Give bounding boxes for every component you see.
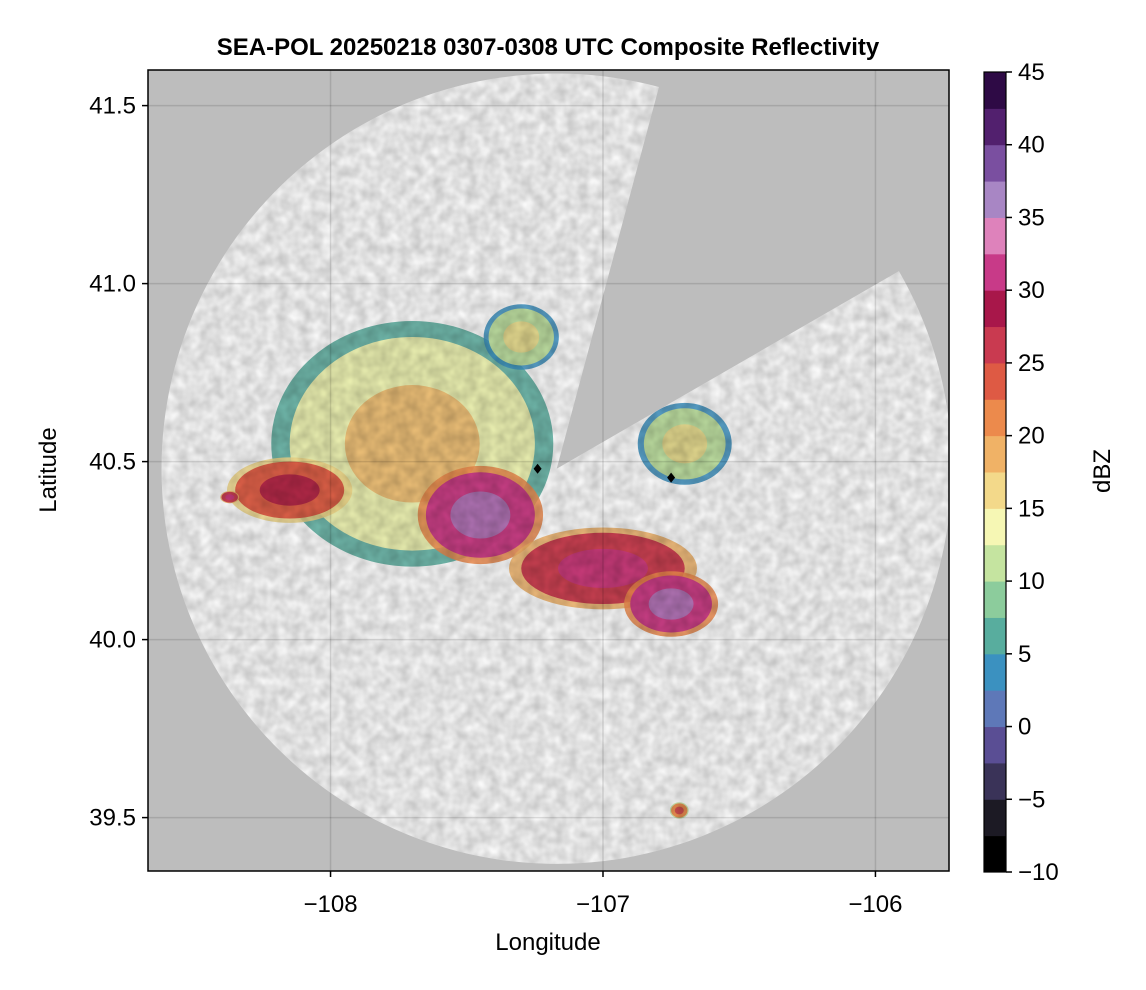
- x-tick-label-0: −108: [304, 891, 358, 918]
- colorbar-segment-4: [984, 690, 1006, 728]
- grid-lines: [148, 70, 949, 871]
- y-tick-label-0: 39.5: [89, 805, 136, 832]
- x-axis-label: Longitude: [495, 929, 600, 956]
- colorbar-tick-label-3: 5: [1018, 641, 1031, 668]
- marker-target-site: [667, 472, 676, 483]
- colorbar-segment-1: [984, 799, 1006, 837]
- colorbar-segment-17: [984, 217, 1006, 255]
- colorbar-segment-14: [984, 326, 1006, 364]
- colorbar-tick-label-6: 20: [1018, 423, 1045, 450]
- colorbar-segment-2: [984, 762, 1006, 800]
- colorbar-segment-13: [984, 362, 1006, 400]
- colorbar-tick-label-7: 25: [1018, 350, 1045, 377]
- colorbar-tick-label-4: 10: [1018, 568, 1045, 595]
- colorbar-segment-16: [984, 253, 1006, 291]
- colorbar-label: dBZ: [1089, 449, 1116, 493]
- colorbar-segment-5: [984, 653, 1006, 691]
- colorbar-tick-label-11: 45: [1018, 59, 1045, 86]
- colorbar-ticks: −10 −5 0 5 10 15 20 25 30 35 40 45: [1006, 59, 1059, 886]
- colorbar-segment-11: [984, 435, 1006, 473]
- colorbar-segment-15: [984, 290, 1006, 328]
- colorbar-tick-label-10: 40: [1018, 132, 1045, 159]
- colorbar-segment-19: [984, 144, 1006, 182]
- colorbar-segment-3: [984, 726, 1006, 764]
- colorbar-tick-label-0: −10: [1018, 859, 1059, 886]
- x-axis-ticks: −108 −107 −106: [304, 871, 902, 918]
- colorbar-segment-18: [984, 181, 1006, 218]
- colorbar: [983, 71, 1007, 873]
- colorbar-segment-7: [984, 581, 1006, 618]
- x-tick-label-2: −106: [848, 891, 902, 918]
- colorbar-segment-8: [984, 544, 1006, 582]
- site-markers: [533, 463, 676, 483]
- marker-radar-site: [533, 463, 542, 474]
- chart-title: SEA-POL 20250218 0307-0308 UTC Composite…: [217, 34, 880, 61]
- y-tick-label-3: 41.0: [89, 271, 136, 298]
- y-tick-label-4: 41.5: [89, 93, 136, 120]
- plot-frame: [147, 69, 950, 872]
- colorbar-segment-20: [984, 108, 1006, 146]
- colorbar-segment-12: [984, 399, 1006, 437]
- x-tick-label-1: −107: [576, 891, 630, 918]
- y-axis-label: Latitude: [35, 427, 62, 512]
- colorbar-segment-21: [984, 72, 1006, 109]
- plot-area: [148, 70, 949, 871]
- y-tick-label-1: 40.0: [89, 627, 136, 654]
- colorbar-segment-0: [984, 835, 1006, 873]
- colorbar-tick-label-9: 35: [1018, 204, 1045, 231]
- colorbar-segment-9: [984, 508, 1006, 546]
- reflectivity-echoes: [161, 73, 949, 864]
- colorbar-frame: [983, 71, 1007, 873]
- colorbar-tick-label-8: 30: [1018, 277, 1045, 304]
- y-tick-label-2: 40.5: [89, 449, 136, 476]
- colorbar-tick-label-5: 15: [1018, 495, 1045, 522]
- y-axis-ticks: 39.5 40.0 40.5 41.0 41.5: [89, 93, 148, 832]
- colorbar-segment-6: [984, 617, 1006, 655]
- colorbar-segment-10: [984, 472, 1006, 509]
- colorbar-tick-label-2: 0: [1018, 714, 1031, 741]
- colorbar-tick-label-1: −5: [1018, 786, 1045, 813]
